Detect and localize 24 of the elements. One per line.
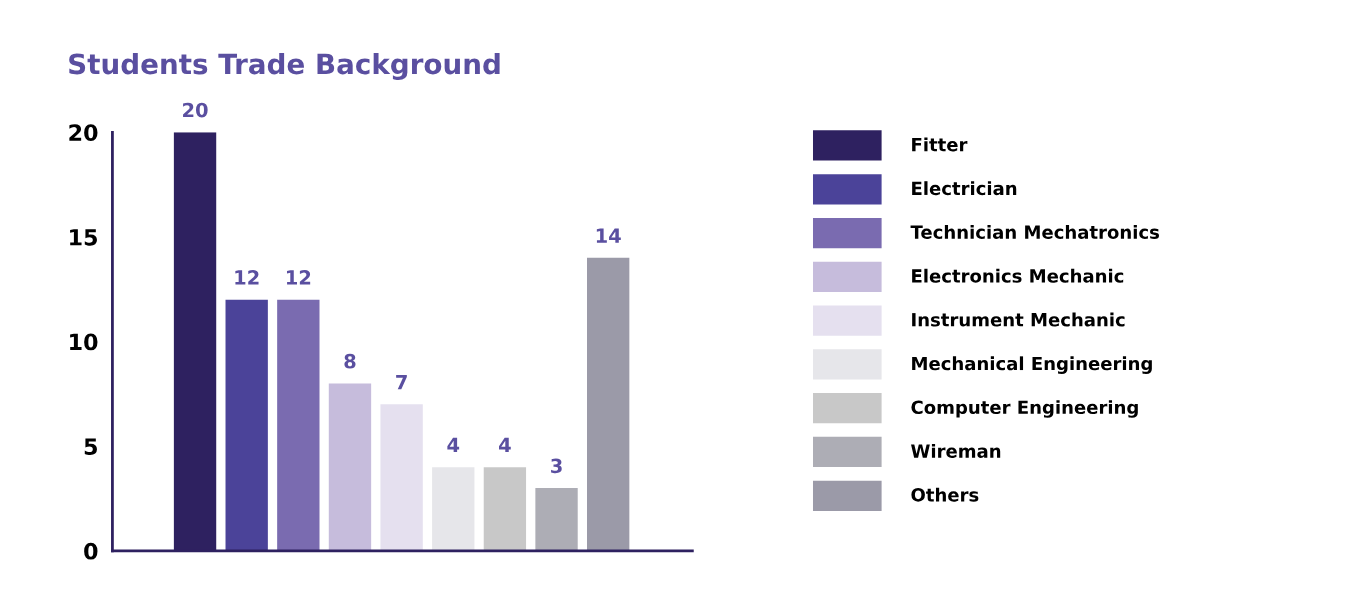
y-tick-label: 0	[84, 542, 98, 560]
y-tick-label: 10	[70, 333, 98, 351]
legend-label: Fitter	[912, 137, 968, 152]
data-label: 14	[596, 228, 621, 243]
data-label: 12	[235, 270, 259, 285]
data-label: 7	[396, 375, 407, 390]
data-label: 20	[183, 102, 208, 118]
legend-label: Others	[911, 487, 979, 502]
legend-label: Electronics Mechanic	[912, 268, 1124, 283]
legend-label: Technician Mechatronics	[910, 224, 1160, 239]
chart-title: Students Trade Background	[69, 52, 500, 80]
data-label: 4	[447, 437, 460, 452]
data-label: 3	[551, 458, 562, 474]
y-tick-label: 5	[84, 438, 97, 455]
legend-label: Mechanical Engineering	[912, 356, 1152, 374]
legend-label: Computer Engineering	[911, 400, 1138, 418]
data-label: 8	[344, 353, 356, 369]
y-tick-label: 15	[70, 229, 97, 246]
legend-label: Instrument Mechanic	[912, 312, 1125, 327]
y-tick-label: 20	[69, 124, 98, 142]
legend-label: Wireman	[911, 443, 1001, 458]
data-label: 12	[287, 270, 311, 285]
data-label: 4	[499, 437, 511, 452]
legend-label: Electrician	[912, 181, 1017, 196]
